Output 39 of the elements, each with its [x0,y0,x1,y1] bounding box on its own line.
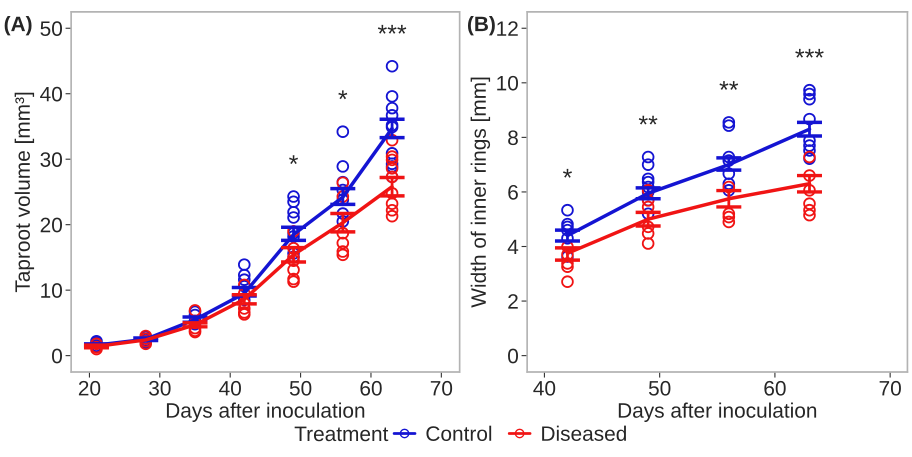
y-tick-label: 0 [508,348,518,364]
x-tick-label: 30 [149,380,171,396]
annotation: * [289,155,298,164]
annotation: *** [795,48,824,58]
y-tick-label: 10 [497,76,518,91]
x-tick-label: 20 [78,380,100,396]
x-tick-label: 60 [764,380,786,396]
annotation: ** [638,116,658,125]
annotation: ** [719,81,738,90]
y-tick-label: 10 [41,283,62,298]
y-tick-label: 2 [508,294,518,309]
chart-title: (B) [468,16,495,36]
legend-label: Control [426,426,492,441]
x-tick-label: 40 [533,380,556,396]
x-tick-label: 70 [880,380,901,396]
y-tick-label: 20 [40,218,62,232]
y-axis-title: Width of inner rings [mm] [470,78,490,308]
legend-label: Diseased [542,426,626,441]
x-axis-title: Days after inoculation [618,402,816,422]
y-tick-label: 40 [40,86,62,102]
x-tick-label: 50 [290,380,312,396]
y-tick-label: 12 [497,21,518,36]
x-tick-label: 50 [648,380,670,396]
annotation: * [338,90,348,100]
y-tick-label: 50 [40,21,62,36]
y-tick-label: 8 [508,130,518,146]
annotation: * [563,168,572,178]
x-tick-label: 40 [219,380,241,396]
y-tick-label: 6 [508,184,518,200]
y-tick-label: 30 [40,152,62,167]
x-tick-label: 70 [430,380,452,396]
y-tick-label: 0 [52,348,62,364]
annotation: *** [378,24,406,34]
x-tick-label: 60 [360,380,382,396]
y-tick-label: 4 [508,240,518,254]
x-axis-title: Days after inoculation [166,402,364,422]
legend-title: Treatment [294,426,388,442]
y-axis-title: Taproot volume [mm³] [14,92,34,292]
chart-title: (A) [4,16,32,36]
